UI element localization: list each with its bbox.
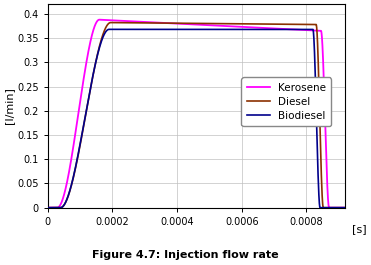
Diesel	[108, 21, 113, 24]
Diesel	[160, 21, 164, 25]
Biodiesel	[160, 28, 164, 31]
Diesel	[337, 206, 342, 209]
Kerosene	[337, 206, 342, 209]
Kerosene	[97, 18, 101, 21]
Text: Figure 4.7: Injection flow rate: Figure 4.7: Injection flow rate	[92, 250, 279, 260]
Kerosene	[45, 206, 50, 209]
Biodiesel	[45, 206, 50, 209]
Biodiesel	[305, 28, 310, 31]
Legend: Kerosene, Diesel, Biodiesel: Kerosene, Diesel, Biodiesel	[242, 77, 331, 126]
Kerosene	[343, 206, 348, 209]
Biodiesel	[343, 206, 348, 209]
Line: Biodiesel: Biodiesel	[47, 29, 345, 208]
Diesel	[173, 21, 177, 25]
Line: Kerosene: Kerosene	[47, 20, 345, 208]
Line: Diesel: Diesel	[47, 23, 345, 208]
Kerosene	[97, 18, 102, 21]
Biodiesel	[97, 47, 101, 50]
Kerosene	[305, 29, 310, 32]
Biodiesel	[79, 135, 84, 138]
Biodiesel	[337, 206, 342, 209]
Diesel	[343, 206, 348, 209]
Kerosene	[173, 22, 177, 25]
Kerosene	[160, 21, 164, 24]
Biodiesel	[173, 28, 177, 31]
Text: [s]: [s]	[352, 224, 367, 234]
Biodiesel	[107, 28, 111, 31]
Diesel	[97, 46, 101, 49]
Diesel	[305, 23, 310, 26]
Diesel	[79, 136, 84, 139]
Y-axis label: [l/min]: [l/min]	[4, 87, 14, 124]
Kerosene	[79, 91, 84, 94]
Diesel	[45, 206, 50, 209]
